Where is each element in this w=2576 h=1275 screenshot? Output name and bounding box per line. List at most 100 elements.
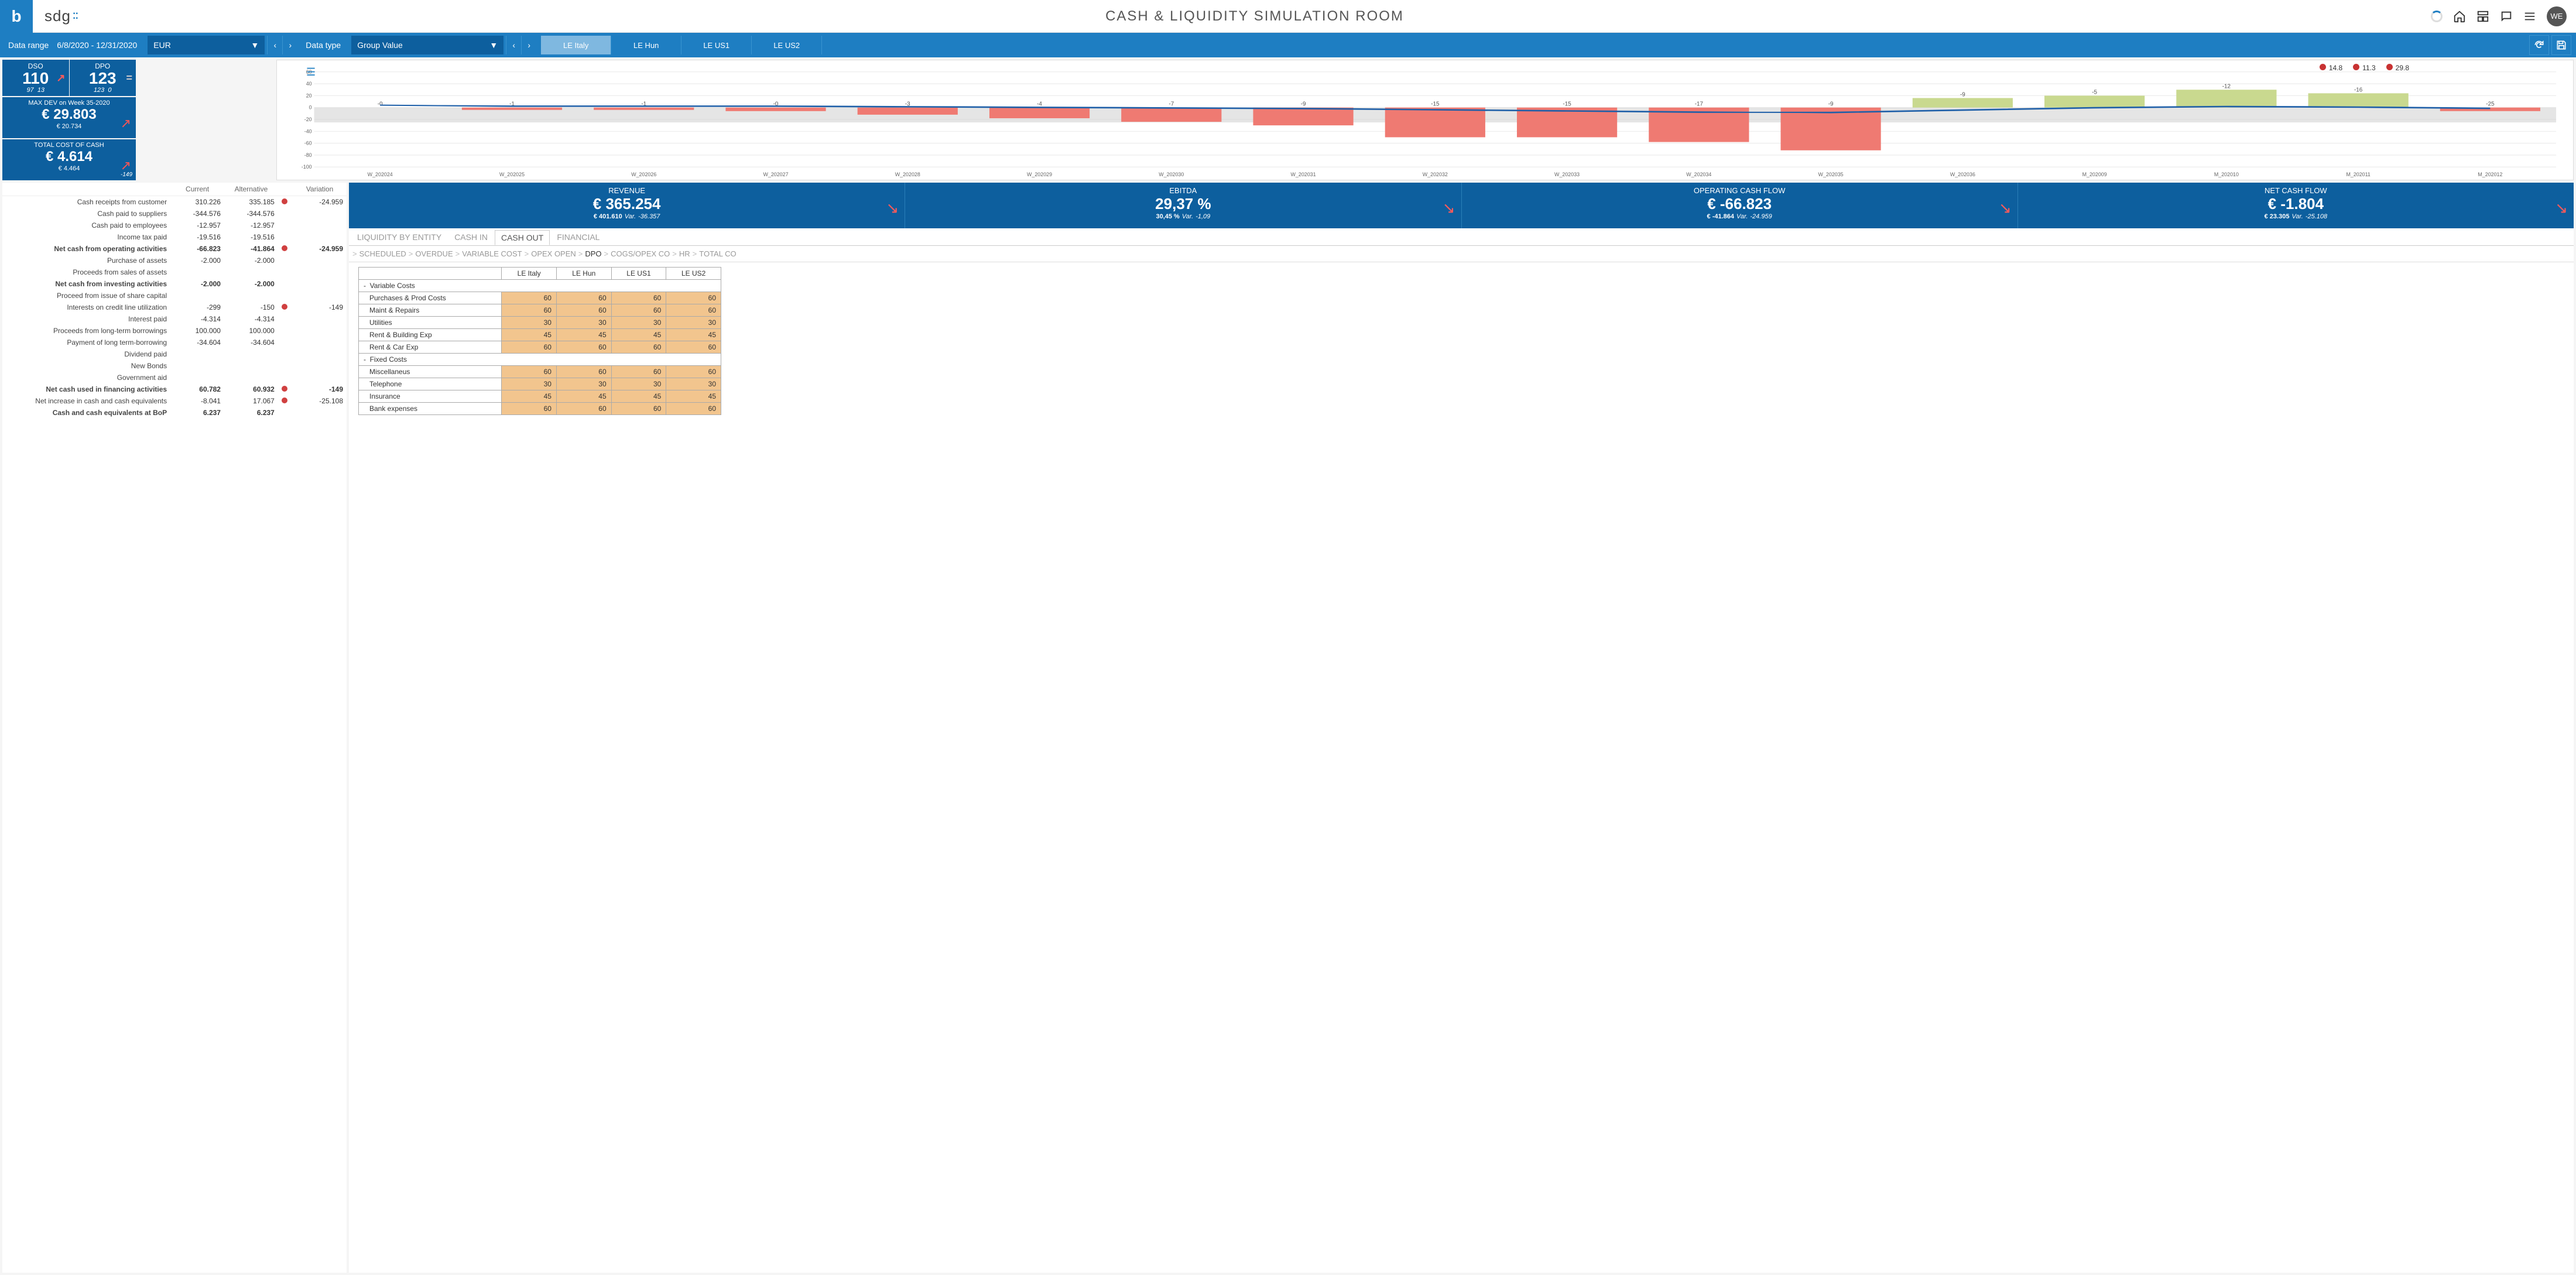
- detail-tab[interactable]: LIQUIDITY BY ENTITY: [351, 230, 447, 244]
- entity-tabs: LE ItalyLE HunLE US1LE US2: [541, 36, 822, 54]
- svg-text:M_202011: M_202011: [2346, 172, 2370, 177]
- datatype-select[interactable]: Group Value ▼: [351, 36, 503, 54]
- svg-text:W_202024: W_202024: [368, 172, 393, 177]
- datatype-prev-button[interactable]: ‹: [506, 36, 521, 54]
- svg-text:-60: -60: [304, 140, 312, 146]
- breadcrumb-item[interactable]: COGS/OPEX CO: [611, 249, 670, 258]
- kpi-label: MAX DEV on Week 35-2020: [7, 100, 131, 107]
- svg-text:-40: -40: [304, 128, 312, 134]
- table-row: Net cash from investing activities -2.00…: [2, 278, 347, 290]
- svg-text:-16: -16: [2354, 87, 2363, 93]
- kpi-strip: REVENUE € 365.254 € 401.610Var.-36.357 ↘…: [349, 183, 2574, 228]
- svg-text:M_202009: M_202009: [2082, 172, 2107, 177]
- breadcrumb-item[interactable]: SCHEDULED: [359, 249, 406, 258]
- table-row[interactable]: Insurance45454545: [359, 390, 721, 403]
- table-row: Cash receipts from customer 310.226 335.…: [2, 196, 347, 208]
- entity-tab[interactable]: LE Hun: [611, 36, 681, 54]
- table-row: Dividend paid: [2, 348, 347, 360]
- breadcrumb-sep: >: [672, 249, 677, 258]
- detail-tab[interactable]: CASH OUT: [495, 230, 550, 245]
- svg-text:W_202027: W_202027: [763, 172, 788, 177]
- svg-text:-9: -9: [1828, 101, 1834, 108]
- save-button[interactable]: [2551, 35, 2571, 55]
- breadcrumb-item[interactable]: TOTAL CO: [699, 249, 736, 258]
- table-row[interactable]: Bank expenses60606060: [359, 403, 721, 415]
- currency-select[interactable]: EUR ▼: [148, 36, 265, 54]
- kpi-totalcost: TOTAL COST OF CASH € 4.614 € 4.464 ↗ -14…: [2, 139, 136, 180]
- breadcrumb-item[interactable]: DPO: [585, 249, 601, 258]
- svg-text:-9: -9: [1301, 101, 1306, 108]
- table-row: Cash paid to suppliers -344.576 -344.576: [2, 208, 347, 220]
- detail-tab[interactable]: FINANCIAL: [551, 230, 605, 244]
- table-row[interactable]: Telephone30303030: [359, 378, 721, 390]
- datatype-value: Group Value: [357, 40, 403, 50]
- datatype-label: Data type: [297, 40, 349, 50]
- breadcrumb-item[interactable]: OPEX OPEN: [531, 249, 576, 258]
- svg-text:-5: -5: [2092, 89, 2097, 95]
- breadcrumb-sep: >: [352, 249, 357, 258]
- home-icon[interactable]: [2453, 10, 2466, 23]
- kpi-delta: 13: [37, 87, 44, 94]
- entity-tab[interactable]: LE Italy: [541, 36, 611, 54]
- daterange-value[interactable]: 6/8/2020 - 12/31/2020: [57, 40, 145, 50]
- currency-prev-button[interactable]: ‹: [267, 36, 282, 54]
- svg-text:W_202029: W_202029: [1027, 172, 1052, 177]
- chat-icon[interactable]: [2500, 10, 2513, 23]
- kpi-strip-cell: REVENUE € 365.254 € 401.610Var.-36.357 ↘: [349, 183, 905, 228]
- breadcrumb-item[interactable]: OVERDUE: [415, 249, 453, 258]
- kpi-dso: DSO 110↗ 97 13: [2, 60, 69, 96]
- kpi-value: € 29.803: [7, 107, 131, 123]
- table-row: Interest paid -4.314 -4.314: [2, 313, 347, 325]
- table-row[interactable]: Purchases & Prod Costs60606060: [359, 292, 721, 304]
- user-avatar[interactable]: WE: [2547, 6, 2567, 26]
- trend-up-icon: ↗: [56, 73, 65, 83]
- svg-text:W_202034: W_202034: [1686, 172, 1711, 177]
- currency-next-button[interactable]: ›: [282, 36, 297, 54]
- table-row[interactable]: Rent & Car Exp60606060: [359, 341, 721, 354]
- layout-icon[interactable]: [2476, 10, 2489, 23]
- cashflow-table: CurrentAlternativeVariation Cash receipt…: [2, 183, 347, 419]
- detail-tab[interactable]: CASH IN: [448, 230, 494, 244]
- svg-text:-25: -25: [2486, 101, 2495, 108]
- kpi-sub: 123: [94, 87, 104, 94]
- menu-icon[interactable]: [2523, 10, 2536, 23]
- breadcrumb-item[interactable]: VARIABLE COST: [462, 249, 522, 258]
- kpi-value: € 4.614: [7, 149, 131, 165]
- breadcrumb-sep: >: [525, 249, 529, 258]
- table-row: Net cash used in financing activities 60…: [2, 383, 347, 395]
- table-row: Net cash from operating activities -66.8…: [2, 243, 347, 255]
- kpi-strip-cell: NET CASH FLOW € -1.804 € 23.305Var.-25.1…: [2018, 183, 2574, 228]
- svg-text:W_202025: W_202025: [499, 172, 525, 177]
- svg-text:W_202036: W_202036: [1950, 172, 1975, 177]
- refresh-button[interactable]: [2529, 35, 2549, 55]
- entity-tab[interactable]: LE US1: [681, 36, 752, 54]
- legend-item: 14.8: [2320, 64, 2342, 72]
- chart-menu-icon[interactable]: ☰: [306, 66, 316, 78]
- dpo-table: LE ItalyLE HunLE US1LE US2- Variable Cos…: [358, 267, 721, 415]
- daterange-label: Data range: [0, 40, 57, 50]
- table-row: Purchase of assets -2.000 -2.000: [2, 255, 347, 266]
- table-row[interactable]: Maint & Repairs60606060: [359, 304, 721, 317]
- table-row: New Bonds: [2, 360, 347, 372]
- svg-text:-15: -15: [1563, 101, 1571, 108]
- loading-spinner: [2431, 11, 2443, 22]
- cash-chart: ☰ 14.811.329.8 -100-80-60-40-200204060-0…: [276, 60, 2574, 180]
- main-content: DSO 110↗ 97 13 DPO 123= 123 0 MAX DEV on…: [0, 57, 2576, 1275]
- page-title: CASH & LIQUIDITY SIMULATION ROOM: [78, 8, 2431, 25]
- app-logo-b: b: [0, 0, 33, 33]
- table-row[interactable]: Miscellaneus60606060: [359, 366, 721, 378]
- table-row[interactable]: Utilities30303030: [359, 317, 721, 329]
- kpi-delta: 0: [108, 87, 111, 94]
- kpi-sub: 97: [26, 87, 33, 94]
- svg-text:-20: -20: [304, 116, 312, 122]
- kpi-strip-cell: OPERATING CASH FLOW € -66.823 € -41.864V…: [1462, 183, 2018, 228]
- entity-tab[interactable]: LE US2: [752, 36, 822, 54]
- breadcrumb-item[interactable]: HR: [679, 249, 690, 258]
- breadcrumb-sep: >: [578, 249, 583, 258]
- table-row: Interests on credit line utilization -29…: [2, 301, 347, 313]
- table-row: Net increase in cash and cash equivalent…: [2, 395, 347, 407]
- table-row: Cash paid to employees -12.957 -12.957: [2, 220, 347, 231]
- table-row: Income tax paid -19.516 -19.516: [2, 231, 347, 243]
- datatype-next-button[interactable]: ›: [521, 36, 536, 54]
- table-row[interactable]: Rent & Building Exp45454545: [359, 329, 721, 341]
